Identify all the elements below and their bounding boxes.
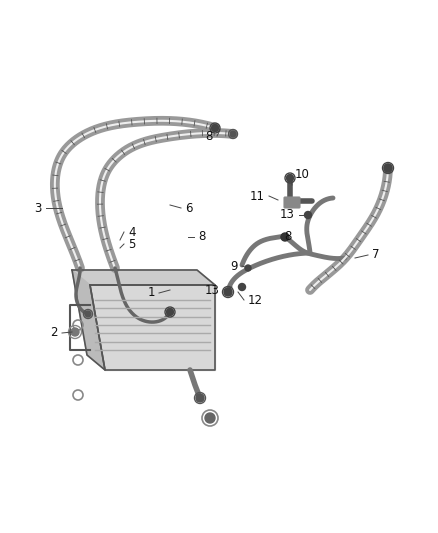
Circle shape — [166, 309, 173, 316]
Circle shape — [71, 328, 79, 336]
FancyBboxPatch shape — [284, 197, 300, 208]
Polygon shape — [72, 270, 215, 285]
Text: 1: 1 — [148, 287, 155, 300]
Text: 11: 11 — [250, 190, 265, 203]
Circle shape — [286, 174, 293, 182]
Text: 4: 4 — [128, 225, 135, 238]
Text: 8: 8 — [205, 130, 213, 142]
Circle shape — [85, 311, 91, 317]
Circle shape — [239, 284, 246, 290]
Text: 6: 6 — [185, 201, 192, 214]
Text: 8: 8 — [198, 230, 205, 244]
Circle shape — [304, 212, 311, 219]
Circle shape — [196, 394, 204, 402]
Circle shape — [205, 413, 215, 423]
Text: 10: 10 — [295, 168, 310, 182]
Polygon shape — [72, 270, 105, 370]
Text: 3: 3 — [35, 201, 42, 214]
Circle shape — [224, 288, 232, 296]
Text: 9: 9 — [230, 260, 238, 272]
Circle shape — [281, 233, 289, 241]
Polygon shape — [90, 285, 215, 370]
Text: 7: 7 — [372, 248, 379, 262]
Circle shape — [212, 125, 219, 132]
Text: 2: 2 — [50, 327, 58, 340]
Text: 5: 5 — [128, 238, 135, 251]
Circle shape — [384, 164, 392, 172]
Text: 12: 12 — [248, 294, 263, 306]
Text: 8: 8 — [284, 230, 291, 243]
Text: 13: 13 — [280, 208, 295, 222]
Circle shape — [245, 265, 251, 271]
Circle shape — [230, 131, 236, 137]
Text: 13: 13 — [205, 284, 220, 296]
